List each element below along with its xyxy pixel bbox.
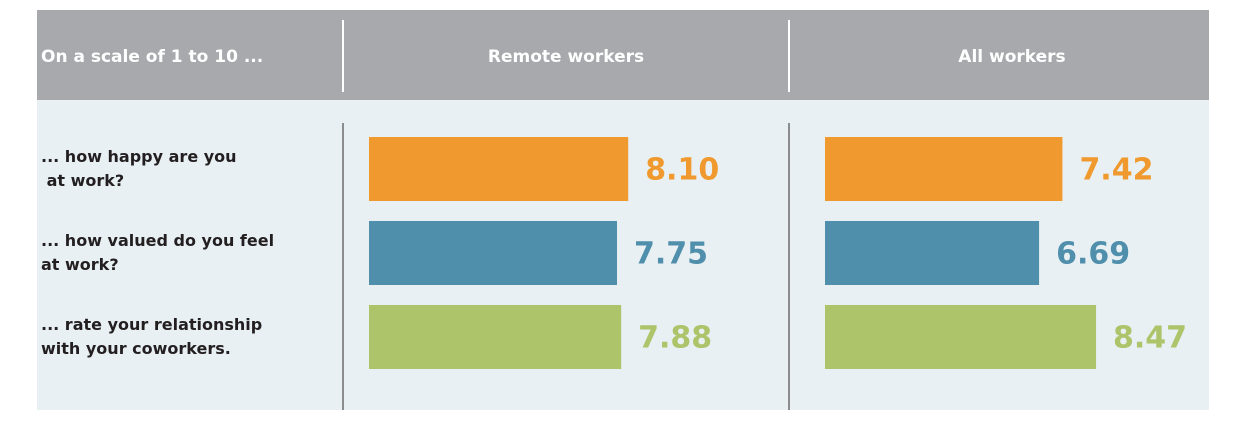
bar <box>369 221 617 285</box>
bar <box>369 137 629 201</box>
header-band <box>37 10 1209 100</box>
corner-label: On a scale of 1 to 10 ... <box>41 47 263 67</box>
value-label: 8.47 <box>1113 321 1187 356</box>
column-header: Remote workers <box>488 47 644 67</box>
value-label: 7.75 <box>634 237 708 272</box>
row-label: ... how valued do you feel at work? <box>41 231 274 274</box>
value-label: 6.69 <box>1056 237 1130 272</box>
value-label: 7.88 <box>638 321 712 356</box>
value-label: 8.10 <box>645 153 719 188</box>
column-header: All workers <box>958 47 1065 67</box>
bar <box>825 137 1063 201</box>
row-label: ... how happy are you at work? <box>41 147 237 190</box>
bar <box>369 305 622 369</box>
bar <box>825 305 1097 369</box>
row-label: ... rate your relationship with your cowo… <box>41 315 262 358</box>
bar <box>825 221 1040 285</box>
value-label: 7.42 <box>1079 153 1153 188</box>
